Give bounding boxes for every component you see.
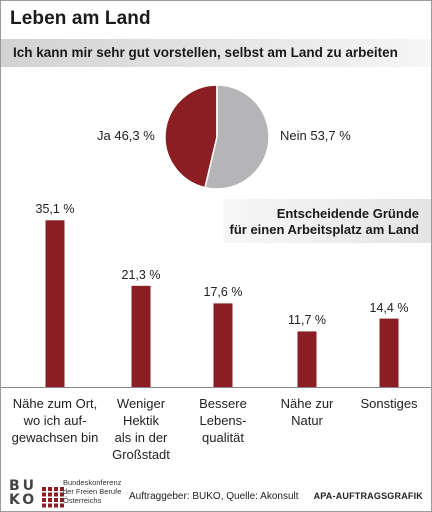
bar-category-label: Bessere Lebens- qualität bbox=[199, 396, 247, 445]
pie-slice-ja bbox=[164, 84, 218, 189]
logo-dot bbox=[60, 487, 64, 491]
bar-chart-title-box: Entscheidende Gründe für einen Arbeitspl… bbox=[223, 199, 431, 243]
bar-value-label: 35,1 % bbox=[35, 202, 75, 217]
bar-chart-title-line1: Entscheidende Gründe bbox=[276, 206, 419, 221]
logo-dot bbox=[54, 503, 58, 508]
bar-value-label: 14,4 % bbox=[369, 300, 409, 315]
buko-logo: BU KO bbox=[9, 478, 64, 509]
org-name: Bundeskonferenz der Freien Berufe Österr… bbox=[63, 478, 122, 505]
bar-2 bbox=[213, 303, 233, 387]
bar-chart-title-line2: für einen Arbeitsplatz am Land bbox=[229, 222, 420, 237]
logo-dot bbox=[60, 492, 64, 497]
agency-credit: APA-AUFTRAGSGRAFIK bbox=[313, 491, 423, 501]
subtitle-bar: Ich kann mir sehr gut vorstellen, selbst… bbox=[1, 39, 431, 67]
subtitle: Ich kann mir sehr gut vorstellen, selbst… bbox=[13, 45, 398, 60]
source-credit: Auftraggeber: BUKO, Quelle: Akonsult bbox=[129, 491, 299, 502]
bar-category-label: Weniger Hektik als in der Großstadt bbox=[112, 396, 170, 462]
pie-slice-nein bbox=[204, 84, 270, 190]
logo-text-line2: KO bbox=[9, 492, 38, 508]
bar-1 bbox=[131, 285, 151, 387]
bar-category-label: Nähe zur Natur bbox=[280, 396, 334, 428]
pie-chart bbox=[164, 84, 270, 190]
logo-dot bbox=[54, 487, 58, 491]
logo-dot bbox=[48, 487, 52, 491]
logo-dot bbox=[42, 498, 46, 502]
logo-dot bbox=[54, 492, 58, 497]
logo-dot bbox=[42, 492, 46, 497]
bar-0 bbox=[45, 220, 65, 387]
logo-text-line1: BU bbox=[9, 478, 38, 494]
bar-4 bbox=[379, 318, 399, 387]
logo-dot bbox=[54, 498, 58, 502]
bar-value-label: 11,7 % bbox=[288, 313, 326, 328]
pie-label-ja: Ja 46,3 % bbox=[97, 128, 155, 143]
logo-dot bbox=[42, 487, 46, 491]
logo-dot bbox=[48, 503, 52, 508]
logo-dot bbox=[48, 492, 52, 497]
bar-3 bbox=[297, 331, 317, 387]
logo-dot bbox=[60, 503, 64, 508]
footer: BU KO Bundeskonferenz der Freien Berufe … bbox=[1, 473, 431, 511]
pie-label-nein: Nein 53,7 % bbox=[280, 128, 351, 143]
bar-value-label: 21,3 % bbox=[121, 267, 161, 282]
page-title: Leben am Land bbox=[10, 8, 151, 29]
bar-category-label: Nähe zum Ort, wo ich auf- gewachsen bin bbox=[11, 396, 99, 445]
logo-dot-grid-icon bbox=[42, 487, 64, 508]
bar-value-label: 17,6 % bbox=[203, 285, 243, 300]
bar-category-label: Sonstiges bbox=[360, 396, 418, 411]
logo-dot bbox=[48, 498, 52, 502]
logo-dot bbox=[42, 503, 46, 508]
bar-chart bbox=[1, 220, 431, 388]
logo-dot bbox=[60, 498, 64, 502]
